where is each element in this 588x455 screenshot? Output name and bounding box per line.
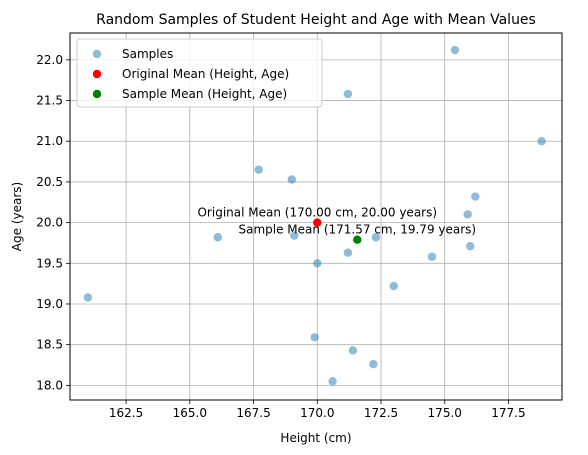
sample-point — [83, 293, 93, 302]
sample-point — [343, 89, 353, 99]
sample-point — [371, 233, 381, 242]
y-tick-label: 19.0 — [36, 297, 63, 311]
y-tick-label: 20.5 — [36, 175, 63, 189]
legend-label: Original Mean (Height, Age) — [122, 67, 289, 81]
legend-marker — [92, 89, 102, 99]
sample-point — [328, 377, 337, 386]
sample-point — [287, 175, 296, 184]
sample-point — [466, 242, 475, 251]
legend-label: Sample Mean (Height, Age) — [122, 87, 287, 101]
y-tick-label: 20.0 — [36, 216, 63, 230]
x-tick-label: 162.5 — [109, 406, 143, 420]
sample-point — [537, 137, 546, 146]
annotations: Original Mean (170.00 cm, 20.00 years) Sa… — [197, 206, 476, 237]
sample-point — [463, 210, 472, 219]
x-axis-title: Height (cm) — [280, 431, 351, 445]
y-axis-ticks: 18.0 18.5 19.0 19.5 20.0 20.5 21.0 21.5 22.0 — [36, 53, 70, 392]
sample-point — [290, 231, 299, 240]
data-points — [83, 45, 546, 386]
sample-point — [389, 281, 398, 291]
x-tick-label: 175.0 — [428, 406, 462, 420]
y-tick-label: 21.0 — [36, 134, 63, 148]
legend-box — [76, 38, 323, 108]
sample-point — [313, 259, 322, 268]
x-tick-label: 172.5 — [364, 406, 398, 420]
legend-marker — [92, 69, 102, 79]
sample-point — [310, 333, 319, 342]
y-tick-label: 18.5 — [36, 338, 63, 352]
sample-point — [348, 346, 358, 355]
legend-label: Samples — [122, 47, 173, 61]
axes-frame — [69, 32, 563, 401]
sample-point — [369, 359, 378, 369]
sample-mean-point — [353, 235, 362, 244]
y-tick-label: 21.5 — [36, 94, 63, 108]
grid-lines — [70, 33, 562, 400]
y-axis-title: Age (years) — [10, 182, 24, 251]
sample-point — [471, 192, 480, 201]
legend: Samples Original Mean (Height, Age) Sample… — [76, 38, 323, 108]
x-tick-label: 177.5 — [491, 406, 525, 420]
sample-point — [343, 248, 353, 257]
y-tick-label: 18.0 — [36, 378, 63, 392]
x-tick-label: 170.0 — [300, 406, 334, 420]
sample-point — [254, 165, 263, 174]
x-tick-label: 167.5 — [236, 406, 270, 420]
x-tick-label: 165.0 — [173, 406, 207, 420]
sample-point — [450, 45, 460, 55]
sample-point — [213, 233, 223, 242]
y-tick-label: 19.5 — [36, 256, 63, 270]
chart-title: Random Samples of Student Height and Age… — [96, 12, 536, 28]
sample-mean-annotation: Sample Mean (171.57 cm, 19.79 years) — [239, 223, 477, 237]
y-tick-label: 22.0 — [36, 53, 63, 67]
original-mean-annotation: Original Mean (170.00 cm, 20.00 years) — [197, 206, 437, 220]
legend-marker — [92, 49, 102, 59]
sample-point — [427, 252, 437, 261]
x-axis-ticks: 162.5 165.0 167.5 170.0 172.5 175.0 177.5 — [109, 400, 526, 420]
original-mean-point — [313, 218, 322, 227]
